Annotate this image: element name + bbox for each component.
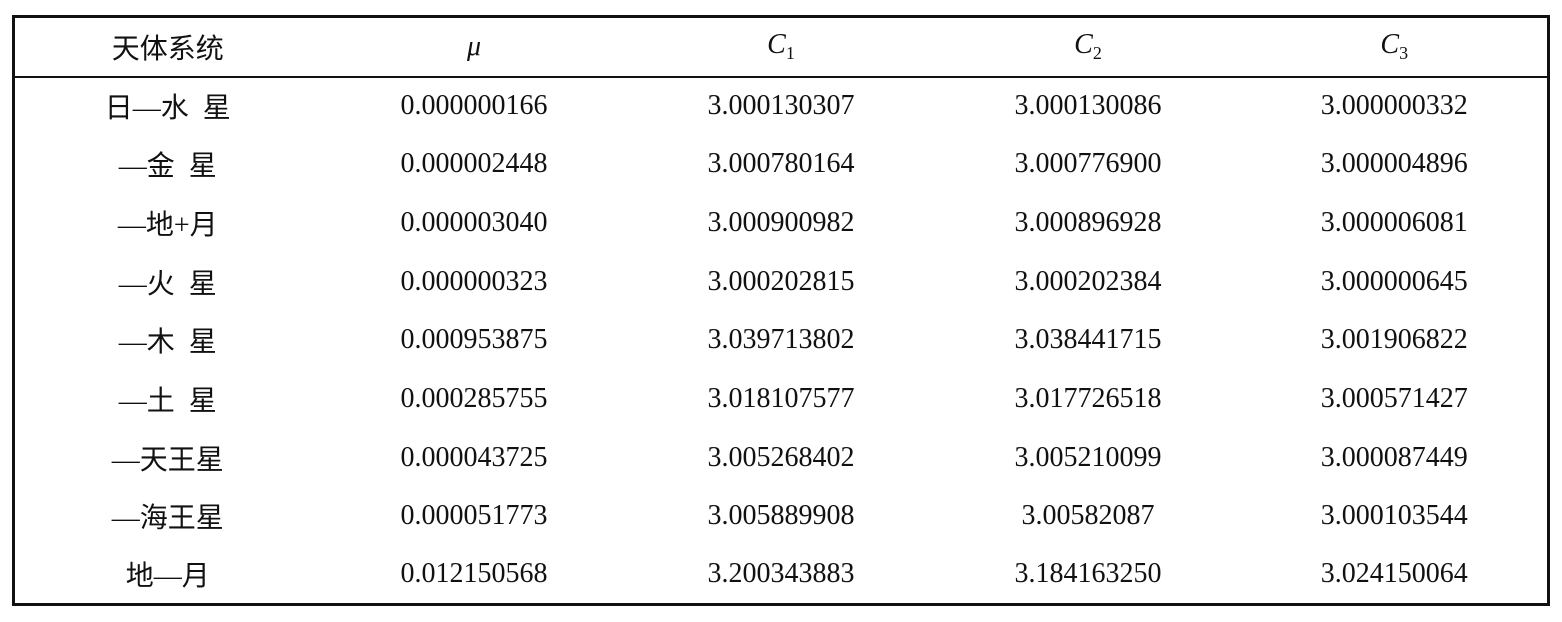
column-header: C2 [934,16,1242,78]
system-name: —地+月 [117,210,218,242]
value-cell: 3.005210099 [1014,441,1162,473]
column-header: 天体系统 [13,16,321,78]
table-row: —地+月 0.000003040 3.000900982 3.000896928 3.0… [14,194,1549,253]
header-text: C [1380,29,1400,61]
table-row: —海王星 0.000051773 3.005889908 3.00582087 3.00… [14,487,1549,546]
table-head: 天体系统 μ C1 C2 C3 [13,16,1549,78]
value-cell: 3.000000645 [1320,265,1468,297]
table-row: —金 星 0.000002448 3.000780164 3.000776900 3.0… [14,135,1549,194]
header-text: 天体系统 [111,33,224,65]
value-cell: 3.000202815 [707,265,855,297]
value-cell: 3.000000332 [1320,90,1468,122]
value-cell: 3.000103544 [1320,500,1468,532]
header-text: C [1074,29,1093,61]
value-cell: 3.000004896 [1320,148,1468,180]
value-cell: 3.024150064 [1320,558,1468,590]
system-name: —金 星 [118,151,217,183]
header-subscript: 2 [1092,43,1102,64]
value-cell: 3.000130307 [707,90,855,122]
value-cell: 3.005889908 [707,500,855,532]
value-cell: 0.000000323 [400,265,548,297]
value-cell: 3.00582087 [1021,500,1155,532]
header-subscript: 1 [785,43,795,64]
system-name: 日—水 星 [104,93,231,125]
value-cell: 0.000285755 [400,383,548,415]
table-row: —火 星 0.000000323 3.000202815 3.000202384 3.0… [14,252,1549,311]
data-table: 天体系统 μ C1 C2 C3 日—水 星 0.000000166 3.000130307 3… [12,15,1550,606]
header-text: C [767,29,786,61]
value-cell: 3.200343883 [707,558,855,590]
value-cell: 3.000571427 [1320,383,1468,415]
value-cell: 3.000900982 [707,207,855,239]
table-row: —土 星 0.000285755 3.018107577 3.017726518 3.0… [14,370,1549,429]
value-cell: 3.005268402 [707,441,855,473]
value-cell: 0.000003040 [400,207,548,239]
header-subscript: 3 [1399,43,1409,64]
system-name: —木 星 [118,327,217,359]
table-row: 地—月 0.012150568 3.200343883 3.184163250 3.02… [14,546,1549,605]
table-body: 日—水 星 0.000000166 3.000130307 3.000130086 3.… [14,77,1549,605]
system-name: —天王星 [111,444,224,476]
value-cell: 3.017726518 [1014,383,1162,415]
value-cell: 3.000006081 [1320,207,1468,239]
value-cell: 3.039713802 [707,324,855,356]
header-row: 天体系统 μ C1 C2 C3 [13,16,1549,78]
system-name: —海王星 [111,503,224,535]
value-cell: 3.000780164 [707,148,855,180]
value-cell: 3.000130086 [1014,90,1162,122]
column-header: C3 [1241,16,1549,78]
value-cell: 3.000776900 [1014,148,1162,180]
table-row: —木 星 0.000953875 3.039713802 3.038441715 3.0… [14,311,1549,370]
column-header: μ [320,16,628,78]
value-cell: 3.000202384 [1014,265,1162,297]
column-header: C1 [627,16,935,78]
value-cell: 3.038441715 [1014,324,1162,356]
value-cell: 3.184163250 [1014,558,1162,590]
system-name: —土 星 [118,386,217,418]
value-cell: 3.000087449 [1320,441,1468,473]
value-cell: 0.000051773 [400,500,548,532]
value-cell: 0.012150568 [400,558,548,590]
value-cell: 3.001906822 [1320,324,1468,356]
value-cell: 3.000896928 [1014,207,1162,239]
table-row: —天王星 0.000043725 3.005268402 3.005210099 3.0… [14,428,1549,487]
table-row: 日—水 星 0.000000166 3.000130307 3.000130086 3.… [14,77,1549,136]
header-text: μ [466,30,482,62]
value-cell: 0.000000166 [400,90,548,122]
value-cell: 3.018107577 [707,383,855,415]
system-name: —火 星 [118,268,217,300]
value-cell: 0.000002448 [400,148,548,180]
system-name: 地—月 [125,561,210,593]
value-cell: 0.000953875 [400,324,548,356]
value-cell: 0.000043725 [400,441,548,473]
